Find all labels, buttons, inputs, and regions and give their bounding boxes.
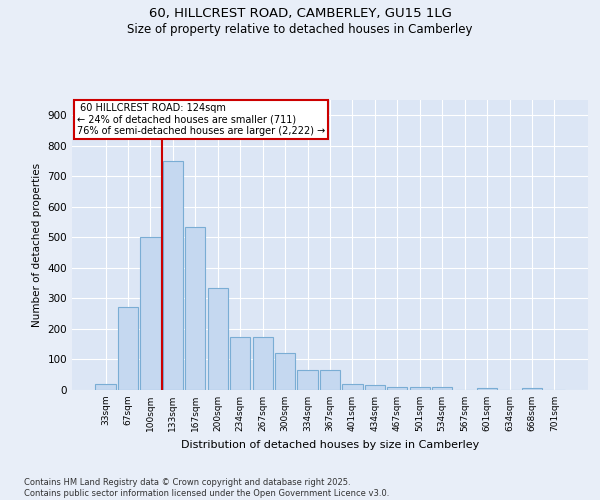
Bar [365, 385, 385, 390]
Bar [253, 336, 273, 390]
Text: 60, HILLCREST ROAD, CAMBERLEY, GU15 1LG: 60, HILLCREST ROAD, CAMBERLEY, GU15 1LG [149, 8, 451, 20]
Text: Contains HM Land Registry data © Crown copyright and database right 2025.
Contai: Contains HM Land Registry data © Crown c… [24, 478, 389, 498]
Bar [185, 226, 205, 390]
Bar [118, 307, 138, 390]
Bar [343, 384, 362, 390]
Bar [275, 354, 295, 390]
Text: Size of property relative to detached houses in Camberley: Size of property relative to detached ho… [127, 22, 473, 36]
Bar [298, 370, 317, 390]
Bar [95, 384, 116, 390]
Bar [387, 387, 407, 390]
Bar [208, 288, 228, 390]
Bar [410, 387, 430, 390]
Text: 60 HILLCREST ROAD: 124sqm
← 24% of detached houses are smaller (711)
76% of semi: 60 HILLCREST ROAD: 124sqm ← 24% of detac… [77, 103, 325, 136]
Bar [230, 336, 250, 390]
Bar [320, 370, 340, 390]
Bar [140, 238, 161, 390]
Bar [477, 388, 497, 390]
Bar [522, 388, 542, 390]
Y-axis label: Number of detached properties: Number of detached properties [32, 163, 42, 327]
Bar [432, 387, 452, 390]
X-axis label: Distribution of detached houses by size in Camberley: Distribution of detached houses by size … [181, 440, 479, 450]
Bar [163, 161, 183, 390]
